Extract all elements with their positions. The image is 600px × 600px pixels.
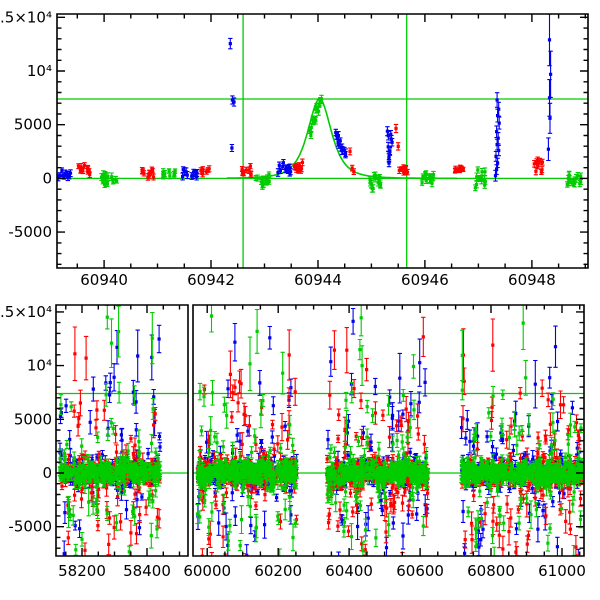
y-tick-label: 5000 xyxy=(14,410,52,428)
x-tick-label: 60600 xyxy=(396,562,444,580)
axis-ticks xyxy=(56,305,181,556)
x-tick-label: 60948 xyxy=(508,271,556,289)
x-tick-label: 58400 xyxy=(123,562,171,580)
y-tick-label: 0 xyxy=(42,169,52,187)
x-tick-label: 60944 xyxy=(294,271,342,289)
axis-ticks xyxy=(57,14,588,268)
x-tick-label: 60800 xyxy=(467,562,515,580)
plot-frame xyxy=(56,13,589,269)
plot-frame xyxy=(192,304,585,557)
y-tick-label: -5000 xyxy=(8,518,52,536)
x-tick-label: 60942 xyxy=(187,271,235,289)
y-tick-label: 1.5×10⁴ xyxy=(0,303,52,321)
data-points-g xyxy=(58,315,162,554)
y-tick-label: 10⁴ xyxy=(27,62,52,80)
data-points-b xyxy=(196,319,584,556)
model-curve xyxy=(227,98,458,180)
y-tick-label: -5000 xyxy=(8,223,52,241)
y-tick-label: 5000 xyxy=(14,116,52,134)
x-tick-label: 60000 xyxy=(183,562,231,580)
data-points-b xyxy=(58,337,162,556)
x-tick-label: 61000 xyxy=(538,562,586,580)
x-tick-label: 60940 xyxy=(80,271,128,289)
axis-ticks xyxy=(206,305,584,556)
x-tick-label: 60400 xyxy=(325,562,373,580)
x-tick-label: 58200 xyxy=(58,562,106,580)
x-tick-label: 60946 xyxy=(401,271,449,289)
x-tick-label: 60200 xyxy=(254,562,302,580)
y-tick-label: 10⁴ xyxy=(27,357,52,375)
y-tick-label: 0 xyxy=(42,464,52,482)
plot-frame xyxy=(55,304,189,557)
y-tick-label: 1.5×10⁴ xyxy=(0,8,52,26)
